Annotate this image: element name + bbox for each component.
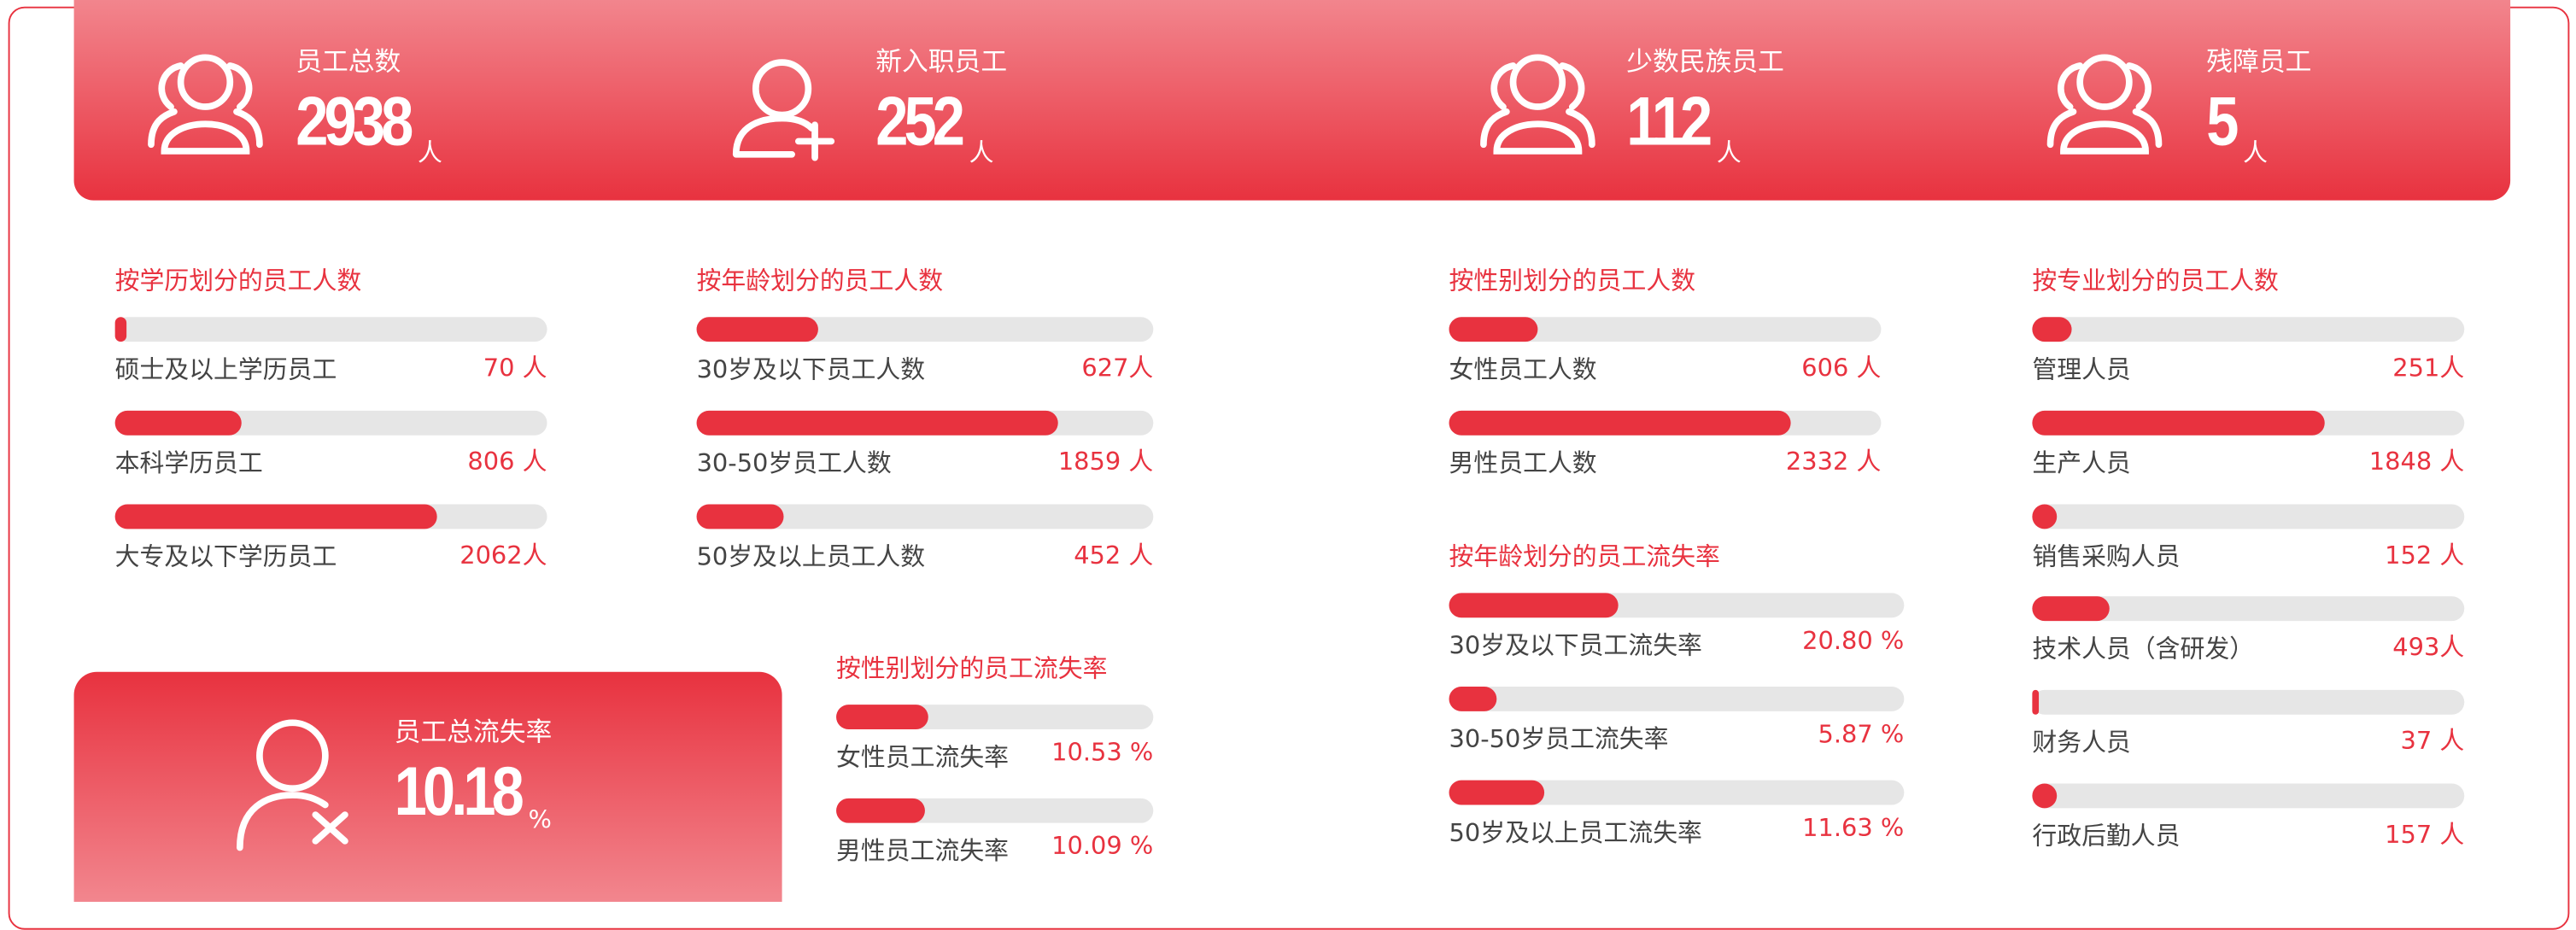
bar-label: 本科学历员工	[114, 447, 263, 478]
kpi-title: 残障员工	[2206, 45, 2312, 78]
value-label: 37 人	[2400, 726, 2465, 757]
bar	[1449, 779, 1544, 804]
bar	[696, 317, 819, 342]
bar	[836, 798, 926, 823]
value-label: 251人	[2392, 353, 2465, 383]
chart-title: 按学历划分的员工人数	[114, 266, 362, 296]
bar-label: 行政后勤人员	[2032, 821, 2181, 851]
kpi-value: 10.18	[394, 752, 524, 830]
person-add-icon	[732, 59, 835, 161]
chart-title: 按性别划分的员工流失率	[836, 653, 1108, 684]
chart-title: 按专业划分的员工人数	[2032, 266, 2279, 296]
value-label: 1859 人	[1057, 446, 1154, 477]
value-label: 11.63 %	[1802, 812, 1905, 842]
bar-track	[1449, 686, 1905, 711]
bar	[2032, 410, 2325, 436]
kpi-unit: 人	[1716, 137, 1742, 168]
value-label: 493人	[2392, 633, 2465, 663]
chart-title: 按性别划分的员工人数	[1449, 266, 1696, 296]
bar	[1449, 686, 1497, 711]
value-label: 452 人	[1074, 540, 1154, 570]
value-label: 10.09 %	[1051, 830, 1154, 861]
bar-label: 女性员工人数	[1449, 354, 1597, 385]
bar-track	[114, 317, 547, 342]
bar-track	[2032, 317, 2465, 342]
value-label: 2332 人	[1785, 446, 1882, 477]
bar-label: 财务人员	[2032, 728, 2131, 758]
bar	[114, 410, 241, 436]
bar-label: 50岁及以上员工人数	[696, 541, 926, 571]
bar-label: 50岁及以上员工流失率	[1449, 817, 1702, 847]
bar	[2032, 690, 2039, 716]
kpi-value: 5	[2206, 82, 2239, 160]
kpi-banner	[73, 0, 2511, 201]
value-label: 606 人	[1801, 353, 1882, 383]
value-label: 10.53 %	[1051, 737, 1154, 768]
value-label: 70 人	[483, 353, 547, 383]
kpi-title: 员工总流失率	[394, 716, 553, 748]
person-remove-icon	[236, 719, 348, 851]
bar-label: 管理人员	[2032, 354, 2131, 385]
bar-label: 大专及以下学历员工	[114, 541, 337, 571]
chart-title: 按年龄划分的员工流失率	[1449, 541, 1720, 572]
value-label: 627人	[1081, 353, 1154, 383]
turnover-card	[73, 671, 782, 903]
bar	[1449, 317, 1538, 342]
bar-label: 技术人员（含研发）	[2032, 635, 2255, 664]
people-icon	[148, 54, 263, 155]
icons	[0, 0, 2576, 892]
bar-label: 30-50岁员工流失率	[1449, 723, 1669, 754]
bar	[696, 503, 785, 529]
bar	[2032, 317, 2072, 342]
bar-label: 销售采购人员	[2032, 541, 2181, 571]
bar	[1449, 410, 1791, 436]
value-label: 20.80 %	[1802, 625, 1905, 656]
value-label: 806 人	[467, 446, 547, 477]
bar-label: 女性员工流失率	[836, 742, 1010, 773]
bar-label: 30岁及以下员工流失率	[1449, 630, 1702, 661]
kpi-title: 少数民族员工	[1626, 45, 1784, 78]
bar	[114, 317, 126, 342]
people-icon	[2046, 54, 2163, 155]
kpi-value: 252	[875, 82, 965, 160]
value-label: 2062人	[460, 540, 547, 570]
chart-title: 按年龄划分的员工人数	[696, 266, 944, 296]
kpi-unit: 人	[417, 137, 442, 168]
value-label: 5.87 %	[1818, 719, 1905, 749]
value-label: 1848 人	[2368, 446, 2465, 477]
kpi-unit: %	[528, 804, 552, 835]
kpi-value: 112	[1626, 82, 1712, 160]
bar	[2032, 503, 2057, 529]
bar	[2032, 783, 2058, 809]
kpi-value: 2938	[296, 82, 413, 160]
kpi-title: 员工总数	[296, 45, 401, 78]
bar-track	[2032, 503, 2465, 529]
kpi-unit: 人	[969, 137, 994, 168]
kpi-title: 新入职员工	[875, 45, 1008, 78]
value-label: 157 人	[2385, 819, 2465, 850]
bar	[836, 705, 929, 730]
bar-track	[2032, 783, 2465, 809]
bar	[1449, 593, 1619, 618]
value-label: 152 人	[2385, 540, 2465, 570]
bar-label: 30-50岁员工人数	[696, 447, 892, 478]
bar	[114, 503, 437, 529]
bar	[696, 410, 1058, 436]
bar-label: 硕士及以上学历员工	[114, 354, 337, 385]
bar-label: 男性员工流失率	[836, 835, 1010, 866]
people-icon	[1480, 54, 1595, 155]
bar	[2032, 596, 2111, 622]
kpi-unit: 人	[2243, 137, 2269, 168]
bar-label: 30岁及以下员工人数	[696, 354, 926, 385]
bar-label: 生产人员	[2032, 447, 2131, 478]
bar-label: 男性员工人数	[1449, 447, 1597, 478]
bar-track	[2032, 690, 2465, 716]
